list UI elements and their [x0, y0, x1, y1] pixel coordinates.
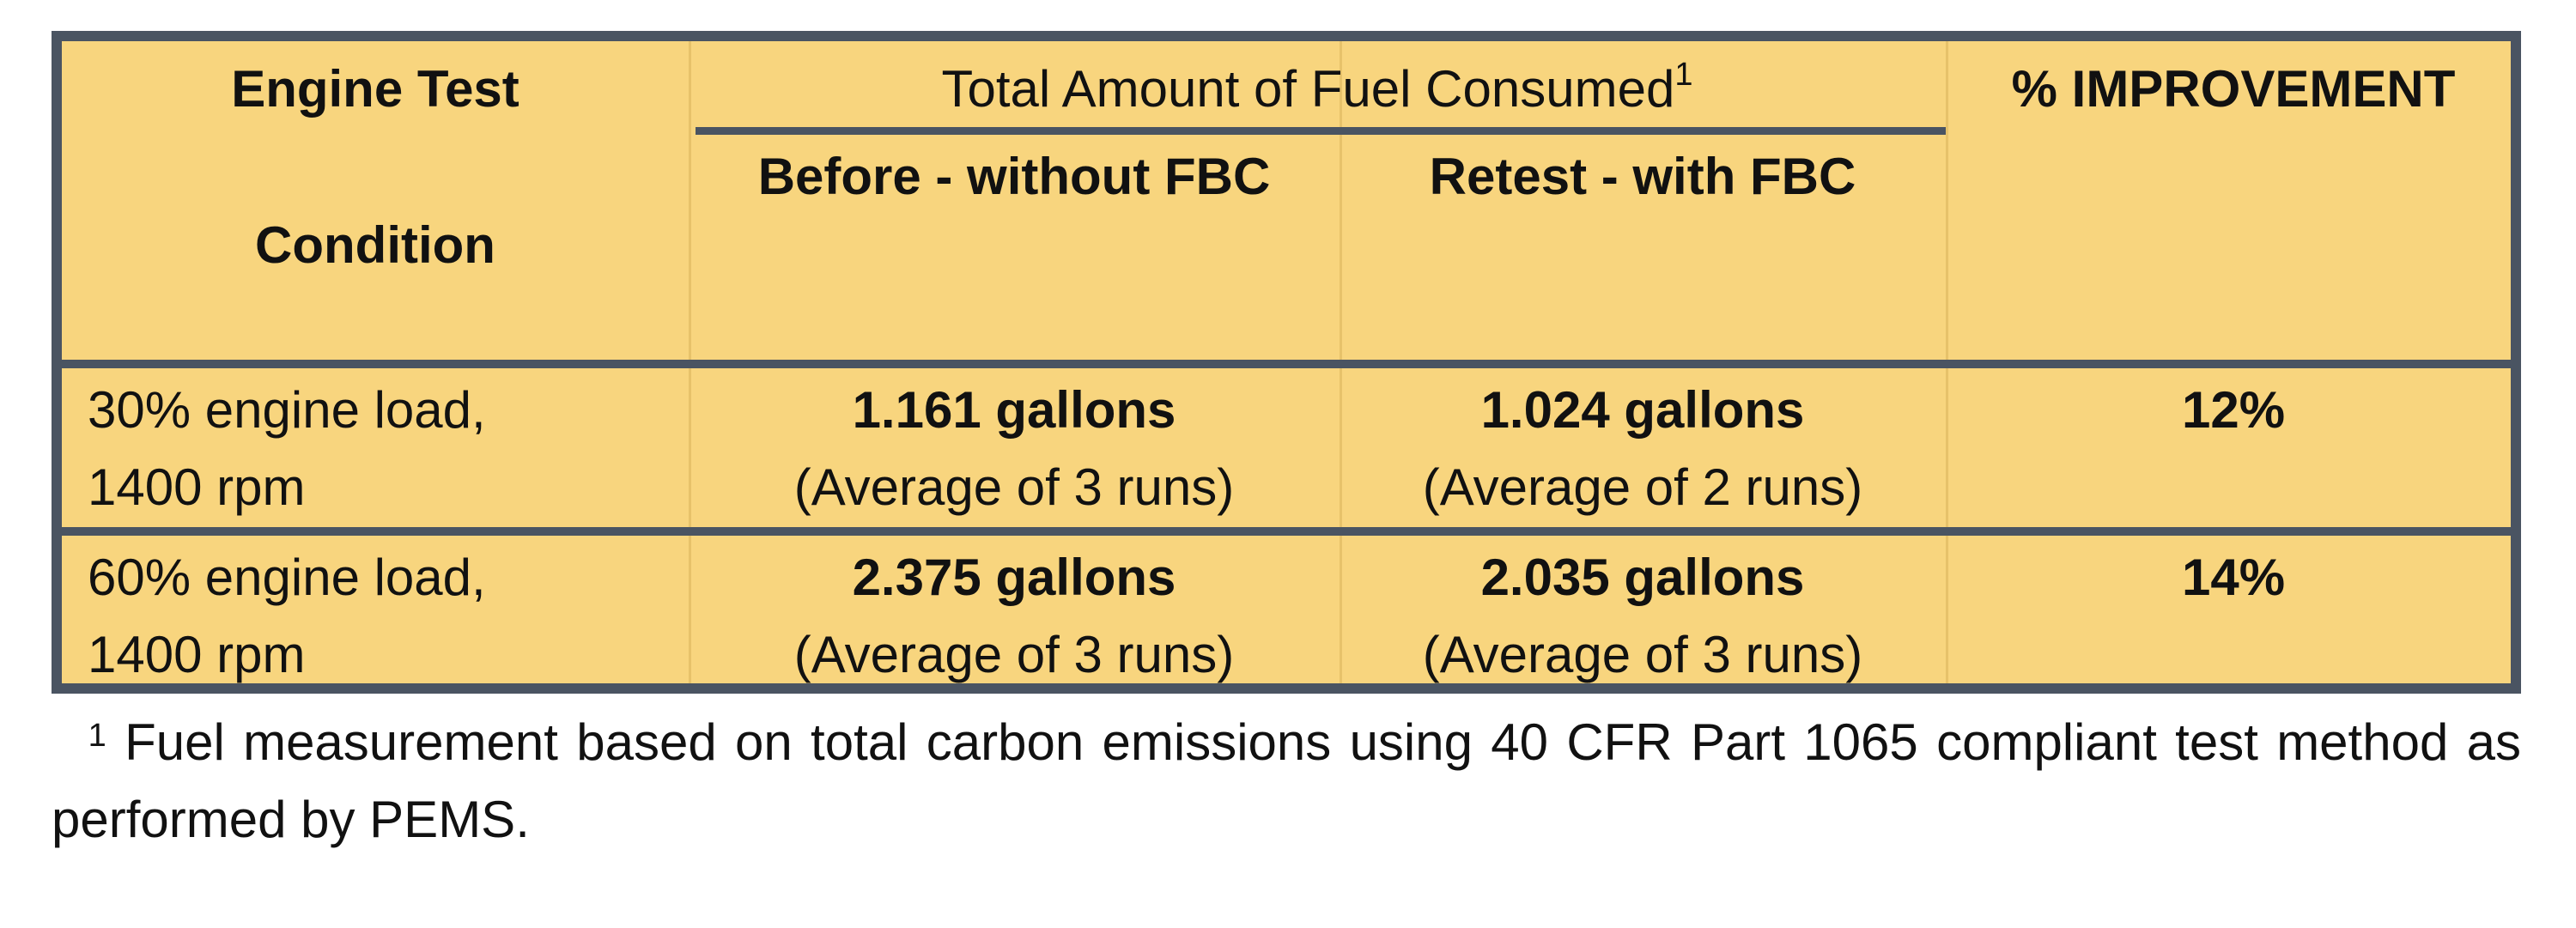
retest-amount: 2.035 gallons [1480, 549, 1805, 606]
table-row-2-before: 2.375 gallons (Average of 3 runs) [689, 539, 1340, 694]
condition-line2: 1400 rpm [88, 458, 306, 516]
header-retest: Retest - with FBC [1429, 148, 1856, 205]
table-row-2-condition: 60% engine load, 1400 rpm [88, 539, 689, 694]
retest-amount: 1.024 gallons [1480, 381, 1805, 439]
footnote-mark-header: 1 [1674, 57, 1693, 93]
footnote-text: Fuel measurement based on total carbon e… [52, 713, 2521, 848]
table-footnote: 1 Fuel measurement based on total carbon… [52, 704, 2521, 858]
row-separator [62, 360, 2511, 368]
table-row-1-improvement: 12% [2181, 381, 2286, 439]
table-row-2-retest: 2.035 gallons (Average of 3 runs) [1340, 539, 1946, 694]
header-engine-test-line2: Condition [255, 216, 495, 274]
header-before: Before - without FBC [757, 148, 1271, 205]
footnote-mark: 1 [88, 718, 106, 754]
header-group-rule [696, 127, 1946, 135]
condition-line1: 60% engine load, [88, 549, 486, 606]
before-amount: 2.375 gallons [852, 549, 1176, 606]
retest-note: (Average of 3 runs) [1422, 626, 1863, 683]
header-fuel-group-label: Total Amount of Fuel Consumed [941, 60, 1675, 118]
retest-note: (Average of 2 runs) [1422, 458, 1863, 516]
table-row-2-improvement: 14% [2181, 549, 2286, 606]
header-engine-test-line1: Engine Test [231, 60, 519, 118]
header-fuel-group: Total Amount of Fuel Consumed1 [689, 58, 1946, 115]
condition-line2: 1400 rpm [88, 626, 306, 683]
fuel-consumption-table: Engine Test Condition Total Amount of Fu… [52, 31, 2521, 694]
before-amount: 1.161 gallons [852, 381, 1176, 439]
table-row-1-condition: 30% engine load, 1400 rpm [88, 372, 689, 526]
condition-line1: 30% engine load, [88, 381, 486, 439]
header-improvement: % IMPROVEMENT [2011, 60, 2456, 118]
before-note: (Average of 3 runs) [793, 626, 1235, 683]
row-separator [62, 527, 2511, 536]
table-row-1-before: 1.161 gallons (Average of 3 runs) [689, 372, 1340, 526]
table-row-1-retest: 1.024 gallons (Average of 2 runs) [1340, 372, 1946, 526]
before-note: (Average of 3 runs) [793, 458, 1235, 516]
